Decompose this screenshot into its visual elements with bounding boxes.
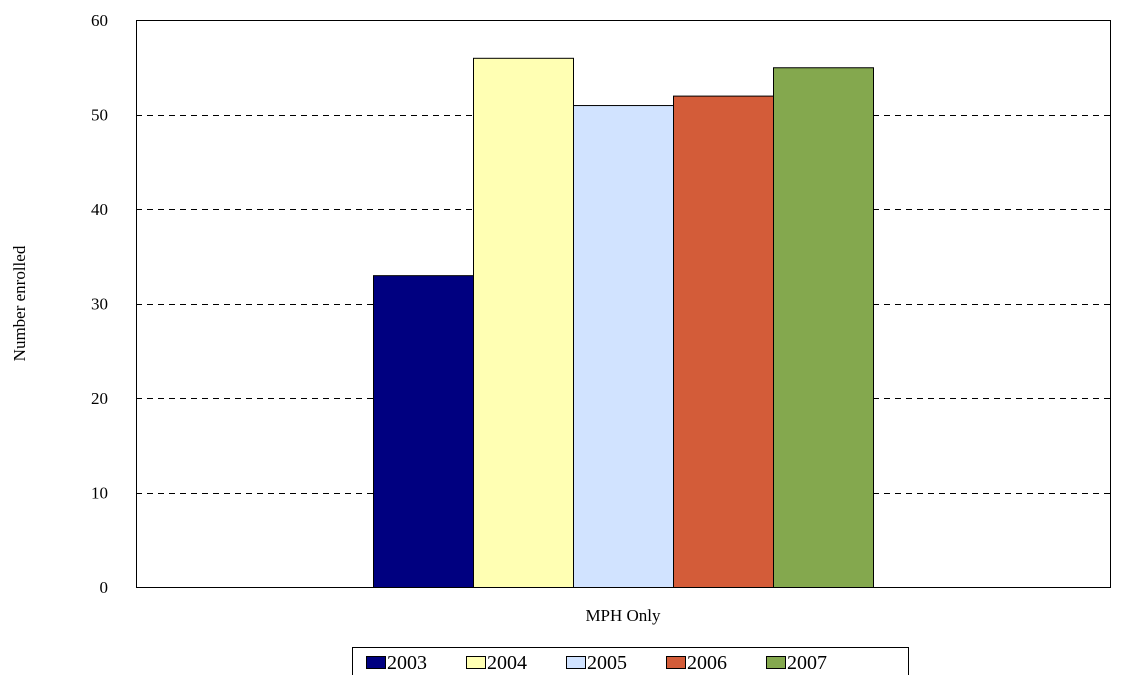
y-tick-label: 30	[91, 295, 108, 314]
y-tick-label: 0	[100, 578, 109, 597]
bar-2007	[773, 67, 874, 588]
bars	[373, 57, 874, 589]
legend-label-2003: 2003	[387, 652, 427, 674]
legend-label-2005: 2005	[587, 652, 627, 674]
legend-swatch-2005	[566, 656, 586, 669]
y-axis-ticks: 0 10 20 30 40 50 60	[91, 11, 108, 597]
legend-label-2004: 2004	[487, 652, 527, 674]
bar-2005	[573, 105, 674, 589]
bar-2004	[473, 57, 574, 589]
legend-swatch-2006	[666, 656, 686, 669]
legend-swatch-2003	[366, 656, 386, 669]
bar-2003	[373, 275, 474, 588]
y-tick-label: 60	[91, 11, 108, 30]
y-tick-label: 20	[91, 389, 108, 408]
legend-box	[352, 647, 909, 678]
bar-2006	[673, 95, 774, 588]
y-tick-label: 50	[91, 106, 108, 125]
plot-area-frame	[136, 20, 1111, 588]
y-axis-label: Number enrolled	[10, 245, 29, 361]
legend-swatch-2007	[766, 656, 786, 669]
x-tick-label: MPH Only	[585, 606, 661, 625]
legend-swatch-2004	[466, 656, 486, 669]
y-tick-label: 10	[91, 484, 108, 503]
x-axis-ticks: MPH Only	[585, 606, 661, 625]
y-tick-label: 40	[91, 200, 108, 219]
legend-label-2006: 2006	[687, 652, 727, 674]
legend: 2003 2004 2005 2006 2007	[352, 647, 909, 678]
legend-label-2007: 2007	[787, 652, 827, 674]
